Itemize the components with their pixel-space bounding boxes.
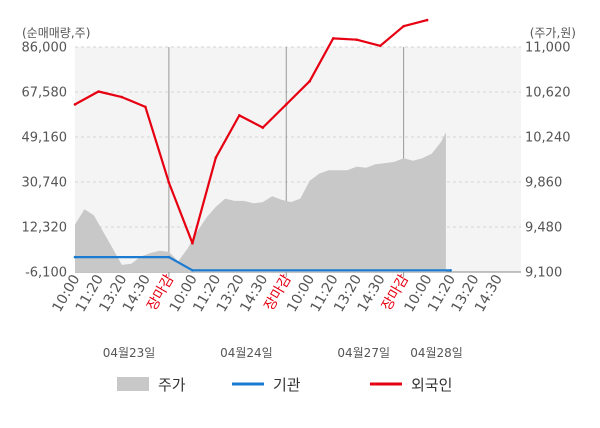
foreign-point <box>214 156 218 159</box>
right-tick-label: 11,000 <box>525 41 571 56</box>
left-tick-label: 49,160 <box>22 131 68 146</box>
foreign-point <box>144 105 147 109</box>
institution-point <box>191 269 194 272</box>
left-tick-label: 30,740 <box>22 176 68 191</box>
foreign-point <box>191 241 194 245</box>
left-axis-unit: (순매매량,주) <box>22 26 90 40</box>
left-tick-label: 67,580 <box>22 86 68 101</box>
foreign-point <box>355 38 359 41</box>
foreign-point <box>425 18 429 22</box>
foreign-point <box>308 79 312 83</box>
right-tick-label: 10,620 <box>525 86 571 101</box>
date-label: 04월24일 <box>220 346 273 360</box>
foreign-point <box>167 181 171 184</box>
institution-point <box>73 255 77 259</box>
foreign-point <box>331 37 335 40</box>
foreign-point <box>120 95 124 99</box>
left-axis-ticks: 86,000 67,580 49,160 30,740 12,320 -6,100 <box>22 41 68 281</box>
legend: 주가 기관 외국인 <box>117 376 452 394</box>
date-label: 04월23일 <box>103 346 156 360</box>
date-labels: 04월23일 04월24일 04월27일 04월28일 <box>103 346 463 360</box>
legend-label-foreign: 외국인 <box>411 376 452 394</box>
foreign-point <box>73 103 77 106</box>
price-area <box>75 132 446 272</box>
right-axis-ticks: 11,000 10,620 10,240 9,860 9,480 9,100 <box>525 41 571 281</box>
date-label: 04월28일 <box>410 346 463 360</box>
institution-point <box>449 269 452 272</box>
institution-point <box>167 255 171 259</box>
right-axis-unit: (주가,원) <box>530 26 576 40</box>
right-tick-label: 9,100 <box>525 266 562 281</box>
legend-label-price: 주가 <box>158 376 186 394</box>
right-tick-label: 9,860 <box>525 176 562 191</box>
foreign-line <box>74 19 428 245</box>
foreign-point <box>285 103 288 106</box>
x-axis-ticks: 10:0011:2013:2014:30장마감10:0011:2013:2014… <box>49 272 506 315</box>
foreign-point <box>402 24 405 28</box>
legend-swatch-price <box>117 377 149 391</box>
foreign-point <box>238 114 241 117</box>
institution-series <box>73 255 452 272</box>
institution-line <box>75 256 451 272</box>
foreign-series <box>73 18 429 245</box>
foreign-point <box>261 126 265 129</box>
legend-label-institution: 기관 <box>273 376 301 394</box>
left-tick-label: 12,320 <box>22 221 68 236</box>
left-tick-label: -6,100 <box>25 266 67 281</box>
right-tick-label: 9,480 <box>525 221 562 236</box>
right-tick-label: 10,240 <box>525 131 571 146</box>
left-tick-label: 86,000 <box>22 41 68 56</box>
date-label: 04월27일 <box>337 346 390 360</box>
price-area-path <box>75 132 446 272</box>
foreign-point <box>97 90 100 93</box>
foreign-point <box>378 44 382 48</box>
